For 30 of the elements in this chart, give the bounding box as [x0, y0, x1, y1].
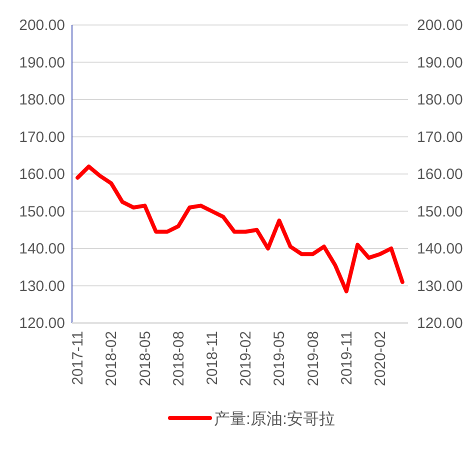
y2-tick-label: 200.00	[417, 17, 463, 34]
legend-label: 产量:原油:安哥拉	[214, 410, 335, 428]
y2-tick-label: 160.00	[417, 166, 463, 183]
y2-tick-label: 180.00	[417, 92, 463, 108]
x-tick-label: 2018-02	[103, 331, 120, 386]
y2-tick-label: 150.00	[417, 203, 463, 220]
x-tick-label: 2020-02	[372, 331, 389, 386]
x-tick-label: 2018-08	[170, 331, 188, 386]
x-tick-label: 2017-11	[70, 331, 87, 385]
y-tick-label: 160.00	[19, 166, 65, 183]
y-tick-label: 120.00	[19, 315, 65, 332]
y-tick-label: 150.00	[19, 203, 65, 220]
x-tick-label: 2019-08	[304, 331, 322, 386]
y-tick-label: 130.00	[19, 278, 65, 295]
y-tick-label: 180.00	[19, 92, 65, 108]
y-tick-label: 170.00	[19, 128, 65, 146]
x-tick-label: 2018-05	[136, 331, 154, 386]
line-series	[76, 164, 404, 294]
y2-tick-label: 170.00	[417, 128, 463, 146]
x-tick-label: 2019-02	[238, 331, 255, 386]
x-tick-label: 2019-11	[338, 331, 356, 385]
y-tick-label: 200.00	[19, 17, 65, 34]
y-tick-label: 190.00	[19, 54, 65, 72]
y2-tick-label: 130.00	[417, 278, 463, 295]
y2-tick-label: 120.00	[417, 315, 463, 332]
y-tick-label: 140.00	[19, 240, 65, 258]
x-tick-label: 2018-11	[204, 331, 221, 385]
y2-tick-label: 190.00	[417, 54, 463, 72]
x-tick-label: 2019-05	[271, 331, 288, 386]
y2-tick-label: 140.00	[417, 240, 463, 258]
